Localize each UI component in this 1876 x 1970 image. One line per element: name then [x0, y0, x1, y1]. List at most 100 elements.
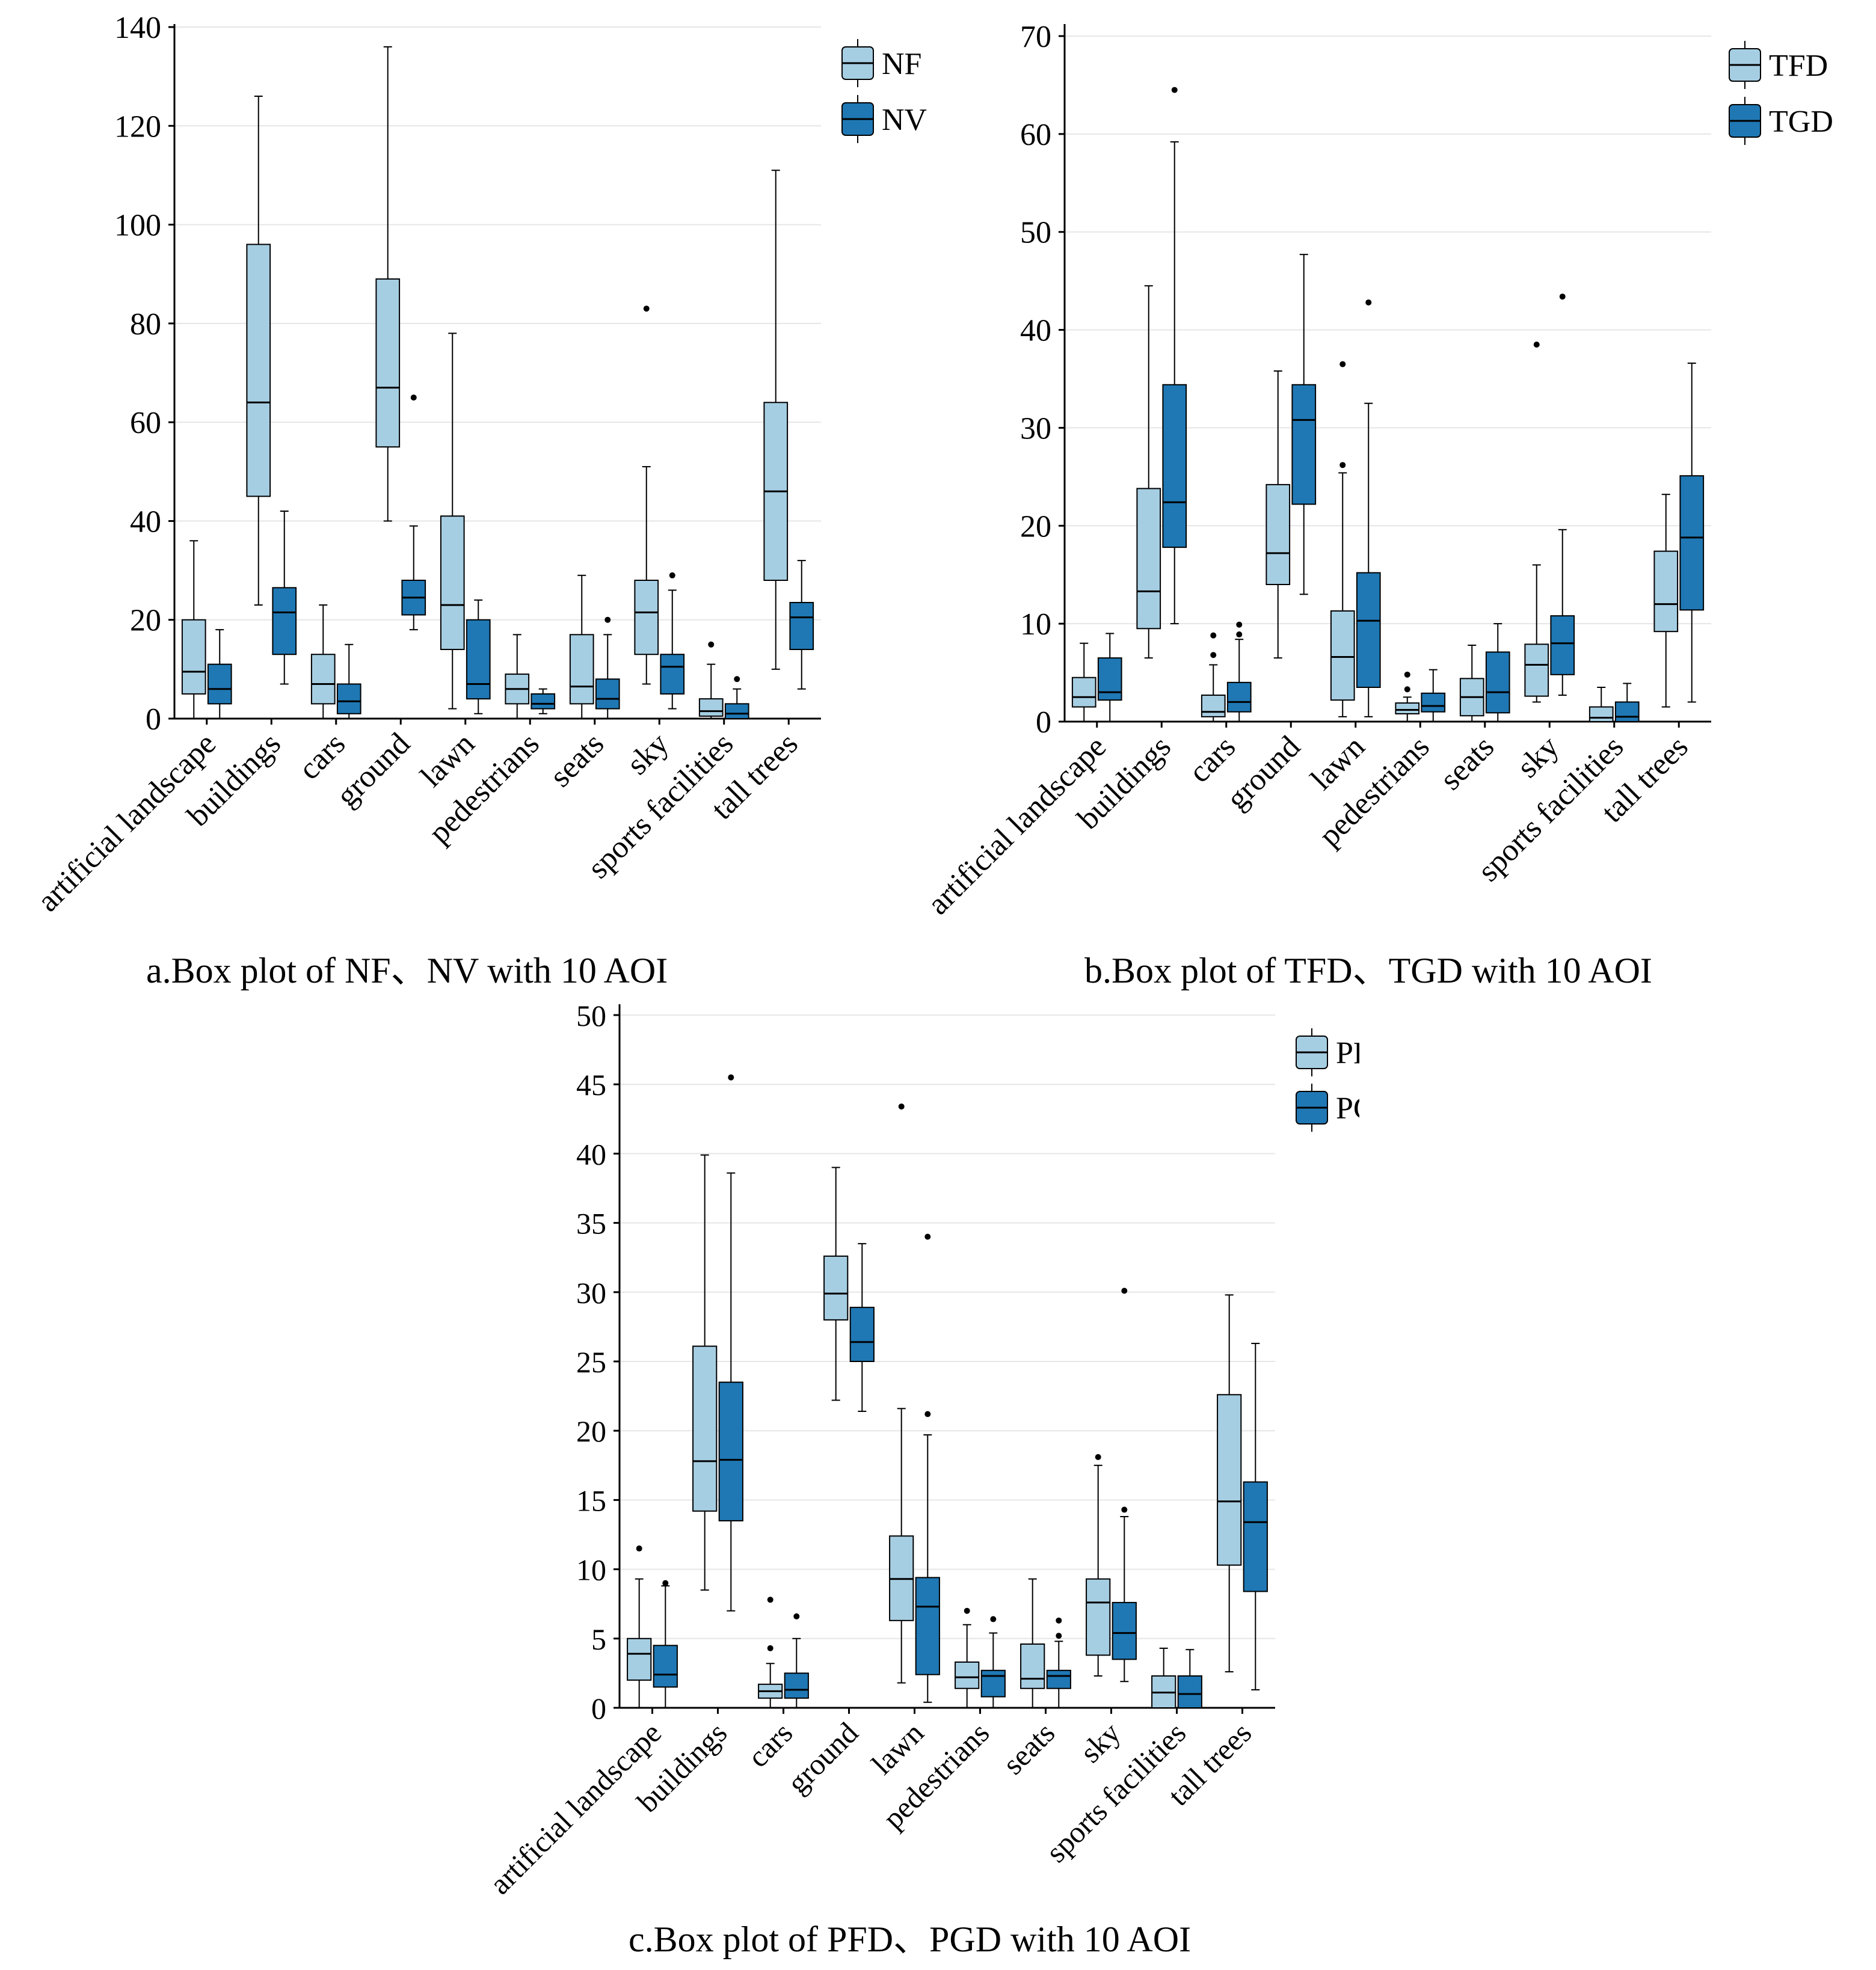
box-tfd-buildings: [1136, 285, 1161, 659]
outlier-point: [1171, 87, 1178, 93]
y-tick-label: 140: [114, 11, 161, 45]
box-iqr: [466, 619, 491, 700]
box-tgd-pedestrians: [1421, 669, 1446, 722]
legend-label: PGD: [1336, 1091, 1359, 1126]
panel-b: 0 10 20 30 40 50 60 70 artificial landscape build…: [902, 0, 1876, 998]
legend-item-nv: NV: [841, 95, 927, 143]
outlier-point: [964, 1607, 970, 1614]
box-iqr: [1201, 695, 1226, 717]
box-iqr: [1395, 702, 1420, 714]
box-iqr: [698, 698, 724, 717]
box-iqr: [1588, 706, 1614, 722]
panel-a: 0 20 40 60 80 100 120 140 artificial landscape bu…: [0, 0, 938, 998]
y-tick-label: 30: [1020, 411, 1051, 446]
box-pgd-artificial-landscape: [653, 1580, 678, 1708]
box-iqr: [531, 693, 556, 710]
box-iqr: [440, 515, 465, 651]
box-iqr: [718, 1381, 743, 1521]
box-pfd-tall-trees: [1217, 1294, 1242, 1673]
box-iqr: [375, 278, 401, 448]
box-iqr: [915, 1577, 940, 1675]
x-tick-label: sky: [620, 726, 675, 781]
y-tick-label: 20: [130, 604, 161, 638]
box-nv-lawn: [466, 599, 491, 714]
box-tgd-buildings: [1162, 87, 1187, 625]
x-tick-label: sky: [1074, 1716, 1127, 1769]
y-tick-label: 120: [114, 109, 161, 144]
box-nv-pedestrians: [531, 688, 556, 714]
box-iqr: [1356, 572, 1381, 689]
box-pgd-buildings: [718, 1074, 743, 1612]
box-iqr: [1097, 657, 1122, 701]
y-tick-label: 20: [576, 1414, 606, 1448]
legend-item-pfd: PFD: [1296, 1028, 1393, 1076]
y-tick-label: 0: [146, 702, 161, 737]
box-pgd-seats: [1046, 1617, 1071, 1708]
box-iqr: [1112, 1601, 1137, 1660]
box-tfd-artificial-landscape: [1071, 642, 1096, 722]
outlier-point: [1236, 621, 1243, 628]
y-tick-label: 5: [591, 1622, 606, 1656]
y-tick-label: 60: [1020, 118, 1051, 152]
box-tfd-cars: [1201, 632, 1226, 722]
outlier-point: [708, 641, 715, 648]
box-nf-buildings: [246, 96, 271, 606]
legend-item-tfd: TFD: [1729, 41, 1828, 89]
y-tick-label: 40: [1020, 314, 1051, 348]
box-tgd-cars: [1226, 621, 1252, 722]
box-iqr: [1266, 483, 1291, 586]
box-iqr: [784, 1672, 809, 1699]
box-tfd-pedestrians: [1395, 671, 1420, 722]
box-nv-cars: [336, 643, 361, 719]
legend-label: TGD: [1769, 105, 1833, 139]
box-iqr: [181, 619, 206, 695]
box-pfd-cars: [758, 1597, 783, 1708]
box-iqr: [1679, 475, 1705, 611]
outlier-point: [1210, 652, 1217, 658]
box-nf-ground: [375, 46, 401, 522]
y-tick-label: 25: [576, 1345, 606, 1379]
y-tick-label: 100: [114, 209, 161, 243]
outlier-point: [990, 1616, 997, 1622]
box-pfd-lawn: [889, 1103, 914, 1684]
box-iqr: [1243, 1481, 1268, 1592]
x-tick-label: ground: [781, 1716, 865, 1800]
legend-label: NF: [882, 47, 921, 81]
outlier-point: [924, 1233, 931, 1240]
y-tick-label: 50: [576, 999, 606, 1033]
caption-a: a.Box plot of NF、NV with 10 AOI: [146, 951, 668, 990]
box-tgd-ground: [1291, 254, 1317, 595]
box-nv-tall-trees: [789, 560, 814, 690]
outlier-point: [643, 305, 650, 312]
outlier-point: [1404, 686, 1410, 693]
box-nv-ground: [401, 394, 426, 631]
x-tick-label: seats: [996, 1716, 1061, 1781]
box-tgd-lawn: [1356, 299, 1381, 717]
outlier-point: [1365, 299, 1372, 305]
outlier-point: [662, 1580, 669, 1586]
box-iqr: [1046, 1669, 1071, 1689]
box-tgd-artificial-landscape: [1097, 633, 1122, 722]
y-tick-label: 10: [576, 1553, 606, 1587]
outlier-point: [1559, 293, 1566, 300]
box-iqr: [1421, 692, 1446, 713]
outlier-point: [1404, 671, 1410, 678]
outlier-point: [898, 1103, 905, 1110]
box-pgd-ground: [849, 1243, 875, 1412]
box-iqr: [660, 654, 685, 695]
outlier-point: [1533, 342, 1540, 348]
box-pfd-artificial-landscape: [627, 1545, 652, 1708]
y-tick-label: 30: [576, 1276, 606, 1310]
x-tick-label: sky: [1510, 729, 1565, 784]
box-iqr: [1071, 677, 1096, 708]
box-iqr: [634, 580, 659, 655]
y-tick-label: 15: [576, 1484, 606, 1517]
box-iqr: [1524, 643, 1549, 697]
box-tfd-seats: [1459, 644, 1484, 722]
box-pfd-seats: [1020, 1578, 1045, 1708]
outlier-point: [1210, 632, 1217, 639]
y-tick-label: 60: [130, 406, 161, 440]
box-iqr: [653, 1645, 678, 1688]
box-iqr: [1330, 610, 1355, 701]
